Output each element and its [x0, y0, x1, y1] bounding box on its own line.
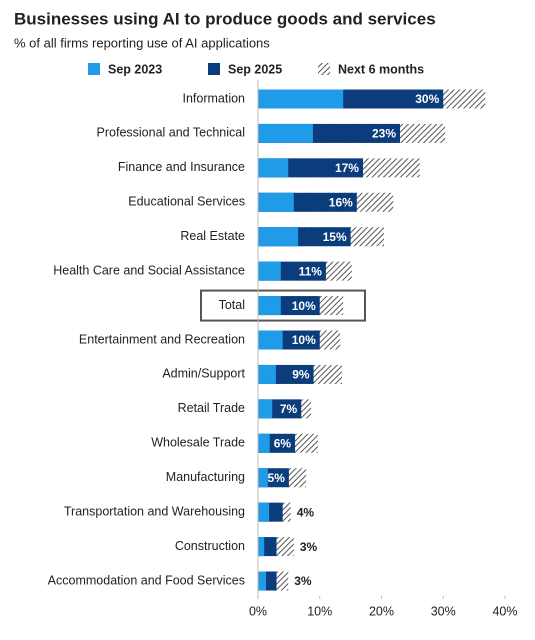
- value-label: 3%: [300, 540, 318, 554]
- legend-swatch: [318, 63, 330, 75]
- x-tick-label: 0%: [249, 604, 267, 618]
- category-label: Admin/Support: [162, 367, 245, 381]
- category-label: Accommodation and Food Services: [48, 573, 245, 587]
- bar: [258, 468, 268, 488]
- bar: [258, 502, 270, 522]
- bar: [258, 399, 273, 419]
- value-label: 15%: [323, 230, 347, 244]
- value-label: 5%: [268, 471, 286, 485]
- bar: [258, 89, 344, 109]
- x-tick-label: 10%: [307, 604, 332, 618]
- value-label: 6%: [274, 436, 292, 450]
- category-label: Wholesale Trade: [151, 436, 245, 450]
- chart-title: Businesses using AI to produce goods and…: [14, 9, 436, 28]
- bar: [258, 330, 283, 350]
- bar: [258, 571, 267, 591]
- value-label: 10%: [292, 333, 316, 347]
- category-label: Information: [182, 91, 245, 105]
- category-label: Construction: [175, 539, 245, 553]
- bar: [258, 364, 276, 384]
- highlight-box: [200, 289, 366, 322]
- bar: [258, 296, 281, 316]
- value-label: 11%: [299, 264, 323, 278]
- x-tick-label: 30%: [431, 604, 456, 618]
- category-label: Manufacturing: [166, 470, 245, 484]
- x-tick-label: 20%: [369, 604, 394, 618]
- value-label: 16%: [329, 195, 353, 209]
- category-label: Entertainment and Recreation: [79, 332, 245, 346]
- legend-swatch: [208, 63, 220, 75]
- value-label: 9%: [292, 368, 310, 382]
- x-tick-label: 40%: [492, 604, 517, 618]
- value-label: 30%: [415, 92, 439, 106]
- value-label: 4%: [297, 505, 315, 519]
- value-label: 7%: [280, 402, 298, 416]
- bar: [258, 433, 270, 453]
- category-label: Finance and Insurance: [118, 160, 245, 174]
- bar: [258, 192, 294, 212]
- legend-label: Next 6 months: [338, 62, 424, 76]
- bar: [258, 537, 265, 557]
- bar: [258, 158, 289, 178]
- category-label: Educational Services: [128, 195, 245, 209]
- value-label: 23%: [372, 127, 396, 141]
- chart-subtitle: % of all firms reporting use of AI appli…: [14, 35, 270, 50]
- bar: [258, 227, 299, 247]
- category-label: Total: [219, 298, 245, 312]
- value-label: 3%: [294, 574, 312, 588]
- category-label: Transportation and Warehousing: [64, 504, 245, 518]
- category-label: Retail Trade: [178, 401, 245, 415]
- category-label: Professional and Technical: [97, 126, 245, 140]
- value-label: 10%: [292, 299, 316, 313]
- category-label: Health Care and Social Assistance: [53, 263, 245, 277]
- value-label: 17%: [335, 161, 359, 175]
- legend-label: Sep 2025: [228, 62, 282, 76]
- legend-swatch: [88, 63, 100, 75]
- bar: [258, 261, 281, 281]
- legend-label: Sep 2023: [108, 62, 162, 76]
- bar: [258, 123, 313, 143]
- category-label: Real Estate: [180, 229, 245, 243]
